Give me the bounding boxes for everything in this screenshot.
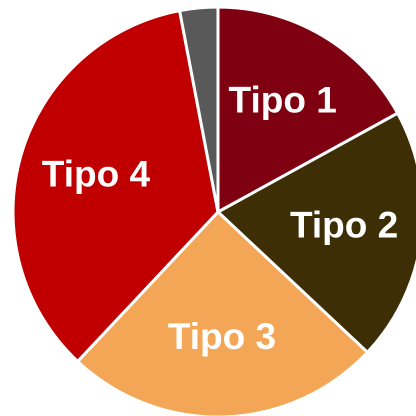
pie-slice xyxy=(178,5,220,214)
slice-label: Tipo 4 xyxy=(42,153,151,194)
slice-label: Tipo 1 xyxy=(229,79,337,120)
pie-slice xyxy=(216,5,400,214)
pie-slice xyxy=(216,111,416,354)
slice-label: Tipo 3 xyxy=(168,316,276,357)
pie-slice xyxy=(76,210,369,416)
pie-slice xyxy=(11,9,220,363)
slice-label: Tipo 2 xyxy=(290,205,398,246)
